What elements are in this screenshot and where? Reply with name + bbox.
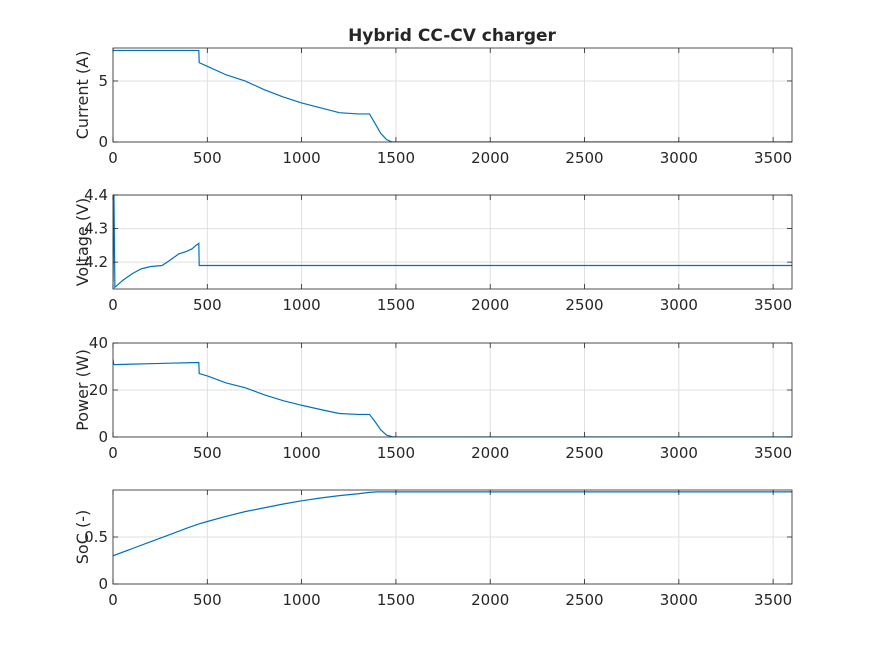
y-axis-label: SoC (-) [73,510,92,564]
series-line-soc [113,491,792,557]
x-tick-label: 1500 [377,591,415,609]
x-tick-label: 2500 [565,149,603,167]
subplot-2: 0 500 1000 1500 2000 2500 3000 3500 4.2 4.3 4.4Vol… [73,186,793,314]
axes-box [112,47,793,143]
x-tick-label: 1500 [377,444,415,462]
x-tick-label: 1500 [377,149,415,167]
x-tick-label: 2500 [565,296,603,314]
x-tick-label: 3500 [754,444,792,462]
y-tick-label: 0 [98,133,108,151]
y-axis-label: Power (W) [73,349,92,431]
series-line-power-w [113,359,792,437]
x-tick-label: 0 [108,296,118,314]
x-tick-label: 2500 [565,444,603,462]
x-tick-label: 500 [193,591,222,609]
x-tick-label: 500 [193,296,222,314]
x-tick-label: 0 [108,149,118,167]
x-tick-label: 2000 [471,149,509,167]
x-tick-label: 0 [108,444,118,462]
x-tick-label: 3000 [660,444,698,462]
x-tick-label: 0 [108,591,118,609]
x-tick-label: 1000 [283,444,321,462]
y-tick-label: 20 [89,381,108,399]
x-tick-label: 3500 [754,296,792,314]
x-tick-label: 3000 [660,296,698,314]
x-tick-label: 3500 [754,149,792,167]
x-tick-label: 1000 [283,149,321,167]
x-tick-label: 2000 [471,444,509,462]
x-tick-label: 1500 [377,296,415,314]
x-tick-label: 1000 [283,296,321,314]
plot-area [113,48,792,142]
x-tick-label: 3500 [754,591,792,609]
series-line-current-a [113,49,792,142]
y-tick-label: 4.2 [84,253,108,271]
x-tick-label: 3000 [660,149,698,167]
x-tick-label: 2000 [471,591,509,609]
axes-box [112,194,793,290]
plot-area [113,195,792,289]
y-axis-label: Current (A) [73,51,92,140]
figure-title: Hybrid CC-CV charger [348,26,556,46]
y-axis-label: Voltage (V) [73,198,92,287]
y-tick-label: 0.5 [84,528,108,546]
series-line-voltage-v [113,195,792,289]
y-tick-label: 40 [89,334,108,352]
subplot-1: 0 500 1000 1500 2000 2500 3000 3500 0 5 Current (A… [73,47,793,167]
x-tick-label: 3000 [660,591,698,609]
x-tick-label: 2500 [565,591,603,609]
y-tick-label: 4.3 [84,220,108,238]
y-tick-label: 0 [98,575,108,593]
y-tick-label: 0 [98,428,108,446]
x-tick-label: 1000 [283,591,321,609]
x-tick-label: 500 [193,444,222,462]
x-tick-label: 2000 [471,296,509,314]
x-tick-label: 500 [193,149,222,167]
y-tick-label: 5 [98,72,108,90]
y-tick-label: 4.4 [84,186,108,204]
